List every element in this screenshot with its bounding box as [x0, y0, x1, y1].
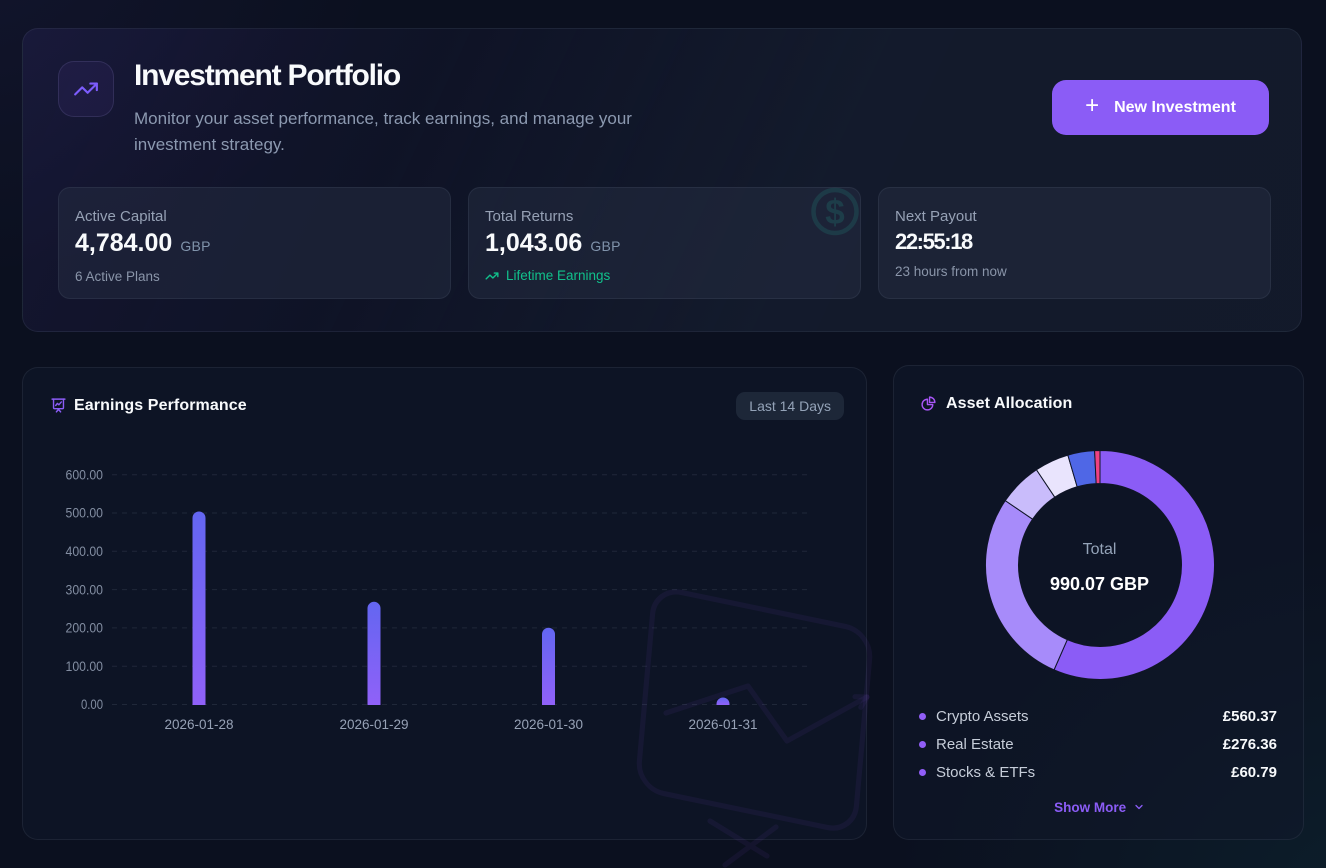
- svg-text:200.00: 200.00: [66, 621, 104, 636]
- svg-text:2026-01-31: 2026-01-31: [688, 717, 757, 732]
- svg-text:100.00: 100.00: [66, 659, 104, 674]
- svg-text:2026-01-30: 2026-01-30: [514, 717, 583, 732]
- svg-text:2026-01-29: 2026-01-29: [339, 717, 408, 732]
- svg-text:300.00: 300.00: [66, 582, 104, 597]
- svg-text:600.00: 600.00: [66, 467, 104, 482]
- svg-text:0.00: 0.00: [81, 697, 103, 712]
- svg-text:2026-01-28: 2026-01-28: [164, 717, 233, 732]
- svg-text:500.00: 500.00: [66, 506, 104, 521]
- svg-text:400.00: 400.00: [66, 544, 104, 559]
